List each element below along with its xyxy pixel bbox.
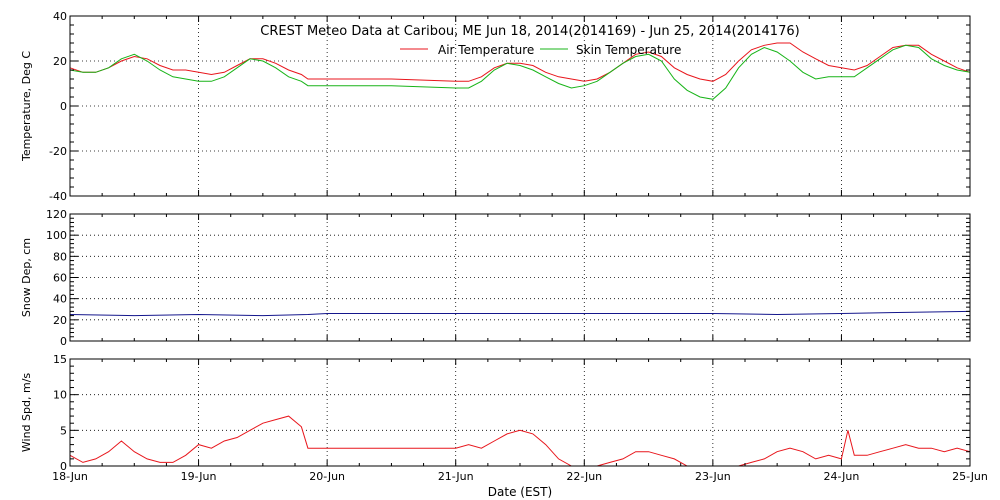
y-tick-label: 80	[53, 250, 67, 263]
x-tick-label: 19-Jun	[181, 470, 217, 483]
y-tick-label: 40	[53, 293, 67, 306]
y-tick-label: 40	[53, 10, 67, 23]
y-axis-label: Wind Spd, m/s	[20, 373, 33, 453]
y-tick-label: 20	[53, 55, 67, 68]
plot-frame	[69, 358, 971, 467]
y-tick-label: -20	[49, 145, 67, 158]
x-tick-label: 22-Jun	[566, 470, 602, 483]
x-tick-label: 24-Jun	[824, 470, 860, 483]
series-line-p2-s0	[69, 415, 971, 467]
y-tick-label: 20	[53, 314, 67, 327]
grid-layer	[70, 16, 970, 466]
axis-layer	[69, 15, 971, 467]
x-tick-label: 23-Jun	[695, 470, 731, 483]
x-tick-label: 25-Jun	[952, 470, 988, 483]
y-tick-label: 5	[60, 424, 67, 437]
series-line-p0-s0	[69, 42, 971, 82]
y-tick-label: 60	[53, 272, 67, 285]
series-line-p1-s0	[69, 310, 971, 317]
label-layer: -40 -20 0 20 40 Temperature, Deg C 0 20 40 60 80 10…	[20, 10, 988, 483]
y-tick-label: 120	[46, 208, 67, 221]
x-tick-label: 18-Jun	[52, 470, 88, 483]
y-tick-label: 15	[53, 353, 67, 366]
chart-title: CREST Meteo Data at Caribou, ME Jun 18, …	[260, 24, 799, 39]
y-tick-label: 100	[46, 229, 67, 242]
legend: Air Temperature Skin Temperature	[400, 43, 681, 57]
y-tick-label: 0	[60, 335, 67, 348]
legend-label-air: Air Temperature	[438, 43, 534, 57]
legend-label-skin: Skin Temperature	[576, 43, 681, 57]
y-axis-label: Temperature, Deg C	[20, 51, 33, 162]
y-tick-label: 10	[53, 389, 67, 402]
x-axis-label: Date (EST)	[488, 485, 552, 499]
x-tick-label: 20-Jun	[309, 470, 345, 483]
series-layer	[69, 42, 971, 467]
series-line-p0-s1	[69, 44, 971, 100]
y-tick-label: 0	[60, 100, 67, 113]
x-tick-label: 21-Jun	[438, 470, 474, 483]
y-tick-label: -40	[49, 190, 67, 203]
y-axis-label: Snow Dep, cm	[20, 238, 33, 317]
y-tick-label: 0	[60, 460, 67, 473]
